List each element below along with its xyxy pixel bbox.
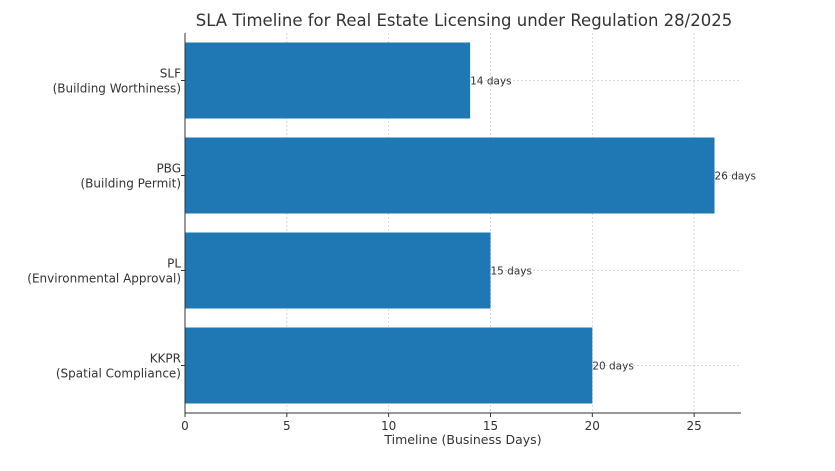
bars	[185, 42, 715, 404]
data-labels: 14 days 26 days 15 days 20 days	[470, 76, 756, 373]
y-tick-label-code: PBG	[156, 162, 181, 176]
data-label: 15 days	[490, 266, 531, 278]
data-label: 14 days	[470, 76, 511, 88]
y-tick-label-code: PL	[167, 257, 181, 271]
bar-slf	[185, 42, 471, 119]
bar-pbg	[185, 137, 715, 214]
bar-kkpr	[185, 327, 593, 404]
x-tick-label: 5	[283, 419, 291, 433]
y-tick-labels: SLF(Building Worthiness) PBG(Building Per…	[27, 67, 181, 381]
y-tick-label-desc: (Spatial Compliance)	[56, 367, 181, 381]
y-tick-label-desc: (Environmental Approval)	[27, 272, 181, 286]
chart-title: SLA Timeline for Real Estate Licensing u…	[196, 11, 732, 30]
x-tick-labels: 0 5 10 15 20 25	[181, 419, 702, 433]
y-tick-label-desc: (Building Permit)	[81, 177, 182, 191]
y-tick-label-code: KKPR	[150, 352, 181, 366]
x-axis-label: Timeline (Business Days)	[383, 432, 541, 447]
data-label: 26 days	[715, 171, 756, 183]
data-label: 20 days	[592, 361, 633, 373]
x-tick-label: 10	[381, 419, 396, 433]
x-tick-label: 25	[687, 419, 702, 433]
y-tick-label-code: SLF	[160, 67, 181, 81]
bar-pl	[185, 232, 491, 309]
x-tick-label: 0	[181, 419, 189, 433]
x-tick-label: 15	[483, 419, 498, 433]
y-tick-label-desc: (Building Worthiness)	[53, 82, 181, 96]
x-tick-label: 20	[585, 419, 600, 433]
